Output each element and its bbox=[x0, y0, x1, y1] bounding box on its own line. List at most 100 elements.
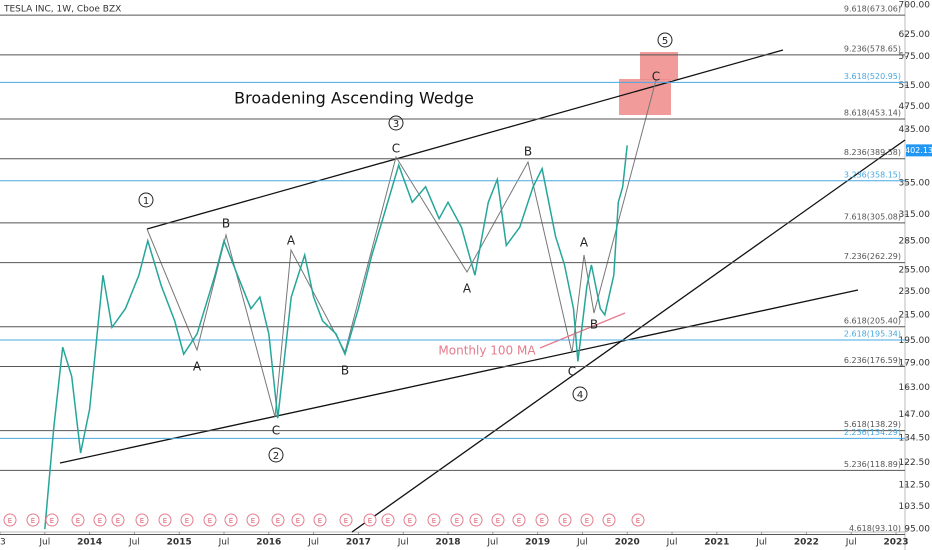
fib-label: 9.618(673.06) bbox=[844, 5, 901, 14]
earnings-label: E bbox=[455, 517, 459, 525]
earnings-label: E bbox=[50, 517, 54, 525]
wave-label: 3 bbox=[393, 119, 399, 130]
x-tick-label: 2023 bbox=[884, 538, 909, 548]
x-tick-label: Jul bbox=[307, 538, 319, 548]
fib-label: 7.618(305.08) bbox=[844, 212, 901, 221]
earnings-circle bbox=[580, 513, 594, 527]
x-tick-label: Jul bbox=[576, 538, 588, 548]
earnings-label: E bbox=[251, 517, 255, 525]
wave-label: B bbox=[524, 145, 532, 159]
earnings-circle bbox=[158, 513, 172, 527]
ma-label: Monthly 100 MA bbox=[438, 344, 536, 358]
fib-label: 4.618(93.10) bbox=[849, 524, 901, 533]
earnings-label: E bbox=[76, 517, 80, 525]
earnings-circle bbox=[427, 513, 441, 527]
y-tick-label: 255.00 bbox=[899, 265, 931, 275]
y-tick-label: 147.00 bbox=[899, 410, 931, 420]
earnings-circle bbox=[469, 513, 483, 527]
y-tick-label: 700.00 bbox=[899, 0, 931, 10]
y-tick-label: 285.00 bbox=[899, 236, 931, 246]
fib-label: 6.618(205.40) bbox=[844, 316, 901, 325]
x-tick-label: 13 bbox=[0, 538, 6, 548]
x-tick-label: Jul bbox=[397, 538, 409, 548]
x-tick-label: Jul bbox=[218, 538, 230, 548]
earnings-circle bbox=[180, 513, 194, 527]
wave-label: A bbox=[463, 282, 472, 296]
wave-circle bbox=[268, 447, 284, 463]
x-tick-label: Jul bbox=[666, 538, 678, 548]
earnings-label: E bbox=[432, 517, 436, 525]
wave-label: C bbox=[272, 424, 280, 438]
x-tick-label: 2014 bbox=[77, 538, 102, 548]
y-tick-label: 235.00 bbox=[899, 287, 931, 297]
earnings-label: E bbox=[563, 517, 567, 525]
wave-label: C bbox=[392, 142, 400, 156]
wave-label: 2 bbox=[273, 451, 279, 462]
x-tick-label: 2019 bbox=[525, 538, 550, 548]
wave-circle bbox=[138, 192, 154, 208]
earnings-circle bbox=[313, 513, 327, 527]
earnings-label: E bbox=[98, 517, 102, 525]
earnings-label: E bbox=[318, 517, 322, 525]
earnings-circle bbox=[45, 513, 59, 527]
fib-label: 5.618(138.29) bbox=[844, 420, 901, 429]
x-tick-label: 2015 bbox=[167, 538, 192, 548]
wave-label: A bbox=[193, 360, 202, 374]
y-tick-label: 625.00 bbox=[899, 30, 931, 40]
fib-label: 5.236(118.89) bbox=[844, 460, 901, 469]
x-tick-label: 2022 bbox=[794, 538, 819, 548]
earnings-label: E bbox=[140, 517, 144, 525]
wave-circle bbox=[572, 386, 588, 402]
earnings-label: E bbox=[517, 517, 521, 525]
fib-label: 8.618(453.14) bbox=[844, 109, 901, 118]
price-line bbox=[44, 145, 628, 530]
earnings-circle bbox=[246, 513, 260, 527]
drawings bbox=[59, 49, 906, 533]
y-tick-label: 315.00 bbox=[899, 210, 931, 220]
earnings-label: E bbox=[408, 517, 412, 525]
x-tick-label: 2016 bbox=[256, 538, 281, 548]
wave-label: B bbox=[341, 364, 349, 378]
x-tick-label: 2018 bbox=[435, 538, 460, 548]
target-box bbox=[640, 52, 678, 80]
earnings-label: E bbox=[163, 517, 167, 525]
earnings-circle bbox=[271, 513, 285, 527]
y-tick-label: 515.00 bbox=[899, 81, 931, 91]
y-tick-label: 134.50 bbox=[899, 433, 931, 443]
wave-circle bbox=[388, 115, 404, 131]
earnings-circle bbox=[535, 513, 549, 527]
x-tick-label: Jul bbox=[486, 538, 498, 548]
last-price-tag bbox=[906, 144, 932, 157]
earnings-label: E bbox=[8, 517, 12, 525]
earnings-label: E bbox=[208, 517, 212, 525]
earnings-circle bbox=[26, 513, 40, 527]
y-tick-label: 103.50 bbox=[899, 502, 931, 512]
y-tick-label: 95.00 bbox=[904, 525, 930, 535]
y-tick-label: 435.00 bbox=[899, 125, 931, 135]
fib-label: 2.236(134.29) bbox=[844, 428, 901, 437]
earnings-circle bbox=[111, 513, 125, 527]
chart-title: TESLA INC, 1W, Cboe BZX bbox=[3, 5, 121, 15]
fib-label: 8.236(389.58) bbox=[844, 148, 901, 157]
earnings-label: E bbox=[368, 517, 372, 525]
wave-label: C bbox=[652, 70, 660, 84]
last-price-label: 402.13 bbox=[905, 146, 932, 155]
earnings-label: E bbox=[636, 517, 640, 525]
earnings-circle bbox=[450, 513, 464, 527]
earnings-label: E bbox=[116, 517, 120, 525]
target-box bbox=[619, 79, 671, 115]
x-tick-label: Jul bbox=[845, 538, 857, 548]
wave-label: B bbox=[222, 217, 230, 231]
earnings-label: E bbox=[229, 517, 233, 525]
fib-label: 7.236(262.29) bbox=[844, 252, 901, 261]
y-tick-label: 475.00 bbox=[899, 102, 931, 112]
wave-label: 5 bbox=[662, 36, 668, 47]
earnings-circle bbox=[363, 513, 377, 527]
wedge-upper bbox=[146, 49, 784, 230]
earnings-circle bbox=[512, 513, 526, 527]
fib-label: 2.618(195.34) bbox=[844, 329, 901, 338]
y-tick-label: 112.50 bbox=[899, 480, 931, 490]
x-tick-label: Jul bbox=[128, 538, 140, 548]
